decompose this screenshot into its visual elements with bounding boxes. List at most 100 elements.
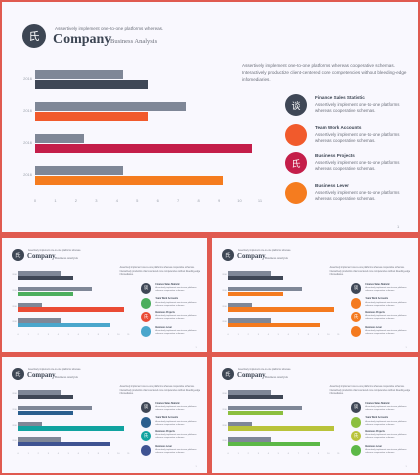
legend-dot (285, 182, 307, 204)
x-tick-label: 11 (337, 453, 340, 456)
company-subtitle: Business Analysis (264, 374, 288, 379)
tagline: Assertively implement one-to-one platfor… (27, 368, 81, 371)
legend-desc: Assertively implement one-to-one platfor… (365, 315, 407, 321)
legend-desc: Assertively implement one-to-one platfor… (155, 449, 197, 455)
legend-title: Business Lever (155, 445, 172, 448)
legend-title: Business Projects (155, 311, 175, 314)
legend-title: Team Work Accounts (155, 417, 179, 420)
bar-series-1 (18, 437, 62, 442)
y-tick-label: 2016 (12, 393, 17, 396)
bar-series-1 (18, 390, 62, 395)
x-tick-label: 3 (95, 198, 98, 203)
finance-icon: 谈 (350, 283, 362, 294)
x-tick-label: 3 (257, 453, 259, 456)
x-tick-label: 6 (287, 453, 289, 456)
x-tick-label: 8 (97, 453, 99, 456)
company-title: Company (26, 252, 56, 260)
bar-series-2 (228, 275, 284, 281)
bar-series-2 (18, 442, 111, 447)
slide-thumbnail-navy-teal[interactable]: 氏 Assertively implement one-to-one platfo… (2, 357, 207, 473)
bar-series-1 (228, 271, 272, 276)
x-tick-label: 7 (297, 334, 299, 337)
x-tick-label: 5 (136, 198, 139, 203)
y-tick-label: 2016 (12, 289, 17, 292)
x-tick-label: 1 (27, 453, 29, 456)
slide-main[interactable]: 氏 Assertively implement one-to-one platfo… (2, 2, 418, 232)
legend-desc: Assertively implement one-to-one platfor… (365, 287, 407, 292)
logo-badge: 氏 (11, 248, 24, 261)
bar-series-2 (228, 426, 335, 431)
x-tick-label: 9 (107, 453, 109, 456)
page-number: 1 (195, 346, 197, 349)
y-tick-label: 2016 (12, 274, 17, 277)
x-tick-label: 8 (307, 334, 309, 337)
x-tick-label: 6 (77, 334, 79, 337)
legend-dot (350, 326, 362, 337)
legend-title: Finance Sales Statistic (365, 402, 390, 405)
projects-icon: 氏 (140, 311, 152, 323)
bar-series-2 (228, 394, 284, 400)
page-number: 1 (405, 346, 407, 349)
bar-series-1 (18, 421, 43, 427)
legend-desc: Assertively implement one-to-one platfor… (365, 330, 407, 336)
x-tick-label: 5 (277, 334, 279, 337)
x-tick-label: 1 (27, 334, 29, 337)
x-tick-label: 10 (237, 198, 242, 203)
x-tick-label: 2 (247, 334, 249, 337)
tagline: Assertively implement one-to-one platfor… (237, 368, 291, 371)
bar-series-1 (18, 318, 62, 323)
projects-icon: 氏 (285, 152, 307, 174)
legend-desc: Assertively implement one-to-one platfor… (365, 406, 407, 411)
page-number: 1 (397, 224, 400, 229)
bar-series-1 (35, 70, 123, 79)
x-tick-label: 4 (57, 334, 59, 337)
company-subtitle: Business Analysis (54, 255, 78, 260)
projects-icon: 氏 (350, 430, 362, 442)
legend-dot (285, 124, 307, 146)
x-tick-label: 9 (317, 453, 319, 456)
legend-desc: Assertively implement one-to-one platfor… (155, 420, 197, 426)
tagline: Assertively implement one-to-one platfor… (55, 26, 164, 31)
x-tick-label: 8 (97, 334, 99, 337)
x-tick-label: 9 (107, 334, 109, 337)
legend-title: Business Lever (155, 326, 172, 329)
company-subtitle: Business Analysis (54, 374, 78, 379)
bar-series-2 (35, 143, 252, 153)
slide-thumbnail-green-red-blue[interactable]: 氏 Assertively implement one-to-one platfo… (2, 238, 207, 352)
bar-series-2 (228, 323, 321, 328)
company-subtitle: Business Analysis (264, 255, 288, 260)
intro-text: Assertively implement one-to-one platfor… (329, 386, 411, 396)
slide-thumbnail-orange[interactable]: 氏 Assertively implement one-to-one platfo… (212, 238, 418, 352)
y-tick-label: 2016 (12, 321, 17, 324)
x-tick-label: 7 (87, 453, 89, 456)
legend-title: Business Projects (365, 430, 385, 433)
y-tick-label: 2016 (12, 408, 17, 411)
legend-title: Finance Sales Statistic (155, 402, 180, 405)
x-tick-label: 9 (317, 334, 319, 337)
y-tick-label: 2016 (222, 440, 227, 443)
finance-icon: 谈 (140, 283, 152, 294)
bar-series-1 (35, 134, 85, 143)
bar-series-1 (228, 302, 253, 308)
legend-desc: Assertively implement one-to-one platfor… (365, 420, 407, 426)
y-tick-label: 2016 (222, 305, 227, 308)
bar-series-1 (18, 406, 93, 411)
projects-icon: 氏 (350, 311, 362, 323)
legend-dot (350, 416, 362, 428)
x-tick-label: 0 (17, 334, 19, 337)
y-tick-label: 2016 (12, 440, 17, 443)
logo-badge: 氏 (11, 367, 24, 380)
finance-icon: 谈 (350, 402, 362, 413)
x-tick-label: 6 (287, 334, 289, 337)
x-tick-label: 7 (177, 198, 180, 203)
finance-icon: 谈 (285, 94, 307, 116)
bar-series-2 (18, 275, 74, 281)
legend-title: Business Lever (365, 445, 382, 448)
x-tick-label: 1 (237, 334, 239, 337)
bar-series-2 (18, 394, 74, 400)
y-tick-label: 2016 (12, 424, 17, 427)
legend-dot (140, 326, 152, 337)
bar-series-2 (18, 323, 111, 328)
slide-thumbnail-lime[interactable]: 氏 Assertively implement one-to-one platfo… (212, 357, 418, 473)
x-tick-label: 0 (17, 453, 19, 456)
